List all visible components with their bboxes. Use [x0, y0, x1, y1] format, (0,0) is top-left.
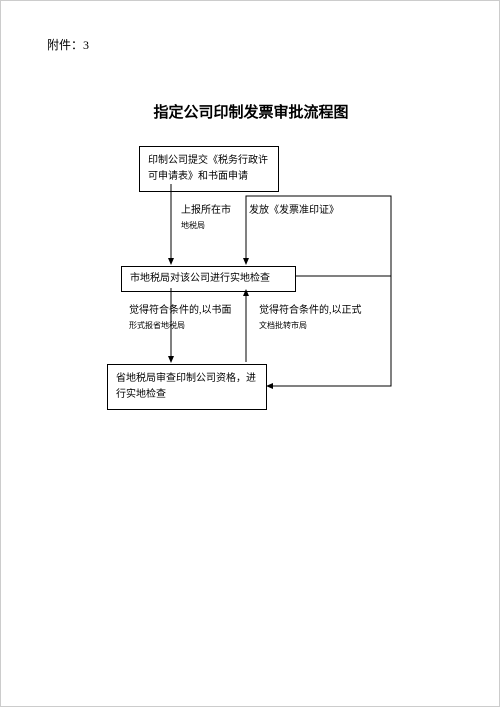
flowchart-title: 指定公司印制发票审批流程图: [1, 101, 500, 122]
box1-text: 印制公司提交《税务行政许可申请表》和书面申请: [148, 155, 268, 182]
label-upreport: 上报所在市: [181, 203, 231, 218]
flowchart-box-1: 印制公司提交《税务行政许可申请表》和书面申请: [139, 146, 279, 192]
label-cond1a: 觉得符合条件的,以书面: [129, 303, 232, 318]
flowchart-box-2: 市地税局对该公司进行实地检查: [121, 266, 296, 292]
flowchart-diagram: 印制公司提交《税务行政许可申请表》和书面申请 市地税局对该公司进行实地检查 省地…: [91, 136, 421, 436]
flowchart-box-3: 省地税局审查印制公司资格，进行实地检查: [107, 364, 267, 410]
box3-text: 省地税局审查印制公司资格，进行实地检查: [116, 373, 256, 400]
label-cond2a: 觉得符合条件的,以正式: [259, 303, 362, 318]
label-cond2b: 文档批转市局: [259, 320, 307, 331]
label-taxbureau: 地税局: [181, 220, 205, 231]
label-issue: 发放《发票准印证》: [249, 203, 339, 218]
label-cond1b: 形式报省地税局: [129, 320, 185, 331]
page-header: 附件：3: [47, 36, 89, 53]
box2-text: 市地税局对该公司进行实地检查: [130, 273, 270, 284]
